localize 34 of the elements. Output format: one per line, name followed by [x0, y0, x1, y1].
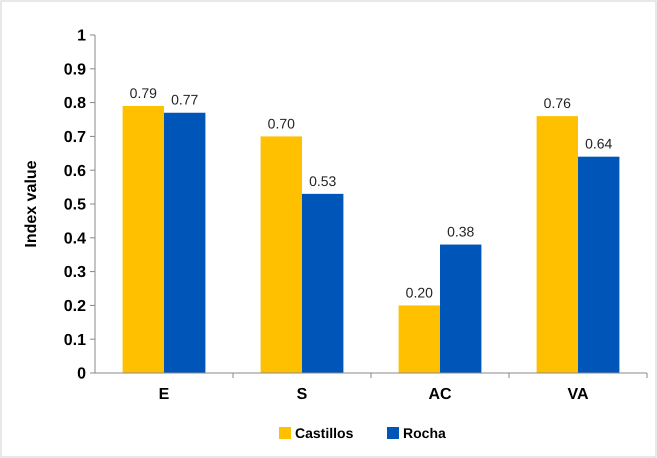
data-label: 0.77: [171, 92, 199, 108]
y-tick-label: 0.3: [64, 264, 86, 282]
bar: [440, 244, 482, 373]
x-tick-label: VA: [567, 386, 589, 403]
data-label: 0.79: [130, 84, 158, 101]
data-label: 0.53: [309, 172, 337, 189]
bar: [164, 112, 206, 373]
x-tick-label: S: [296, 386, 308, 403]
bar: [122, 106, 164, 373]
bar: [260, 136, 302, 373]
y-axis-title: Index value: [23, 160, 40, 248]
y-tick-label: 0.1: [64, 332, 86, 349]
y-tick-label: 1: [77, 28, 86, 45]
legend-label: Rocha: [403, 424, 446, 441]
legend-label: Castillos: [295, 424, 354, 441]
data-label: 0.76: [544, 95, 572, 112]
y-tick-label: 0.6: [64, 162, 86, 180]
bar: [578, 156, 620, 373]
x-tick-label: AC: [428, 386, 452, 403]
y-tick-label: 0.5: [64, 196, 86, 214]
y-tick-label: 0: [77, 366, 86, 383]
data-label: 0.38: [447, 224, 475, 240]
bar: [536, 116, 578, 373]
y-tick-label: 0.8: [64, 95, 86, 112]
data-label: 0.70: [268, 115, 296, 132]
bar: [302, 194, 344, 373]
x-tick-label: E: [158, 386, 170, 403]
y-tick-label: 0.2: [64, 298, 86, 315]
y-tick-label: 0.7: [64, 129, 86, 146]
bar: [398, 305, 440, 373]
y-tick-label: 0.9: [64, 61, 86, 78]
y-tick-label: 0.4: [64, 230, 86, 248]
data-label: 0.64: [585, 136, 613, 152]
data-label: 0.20: [406, 284, 434, 300]
